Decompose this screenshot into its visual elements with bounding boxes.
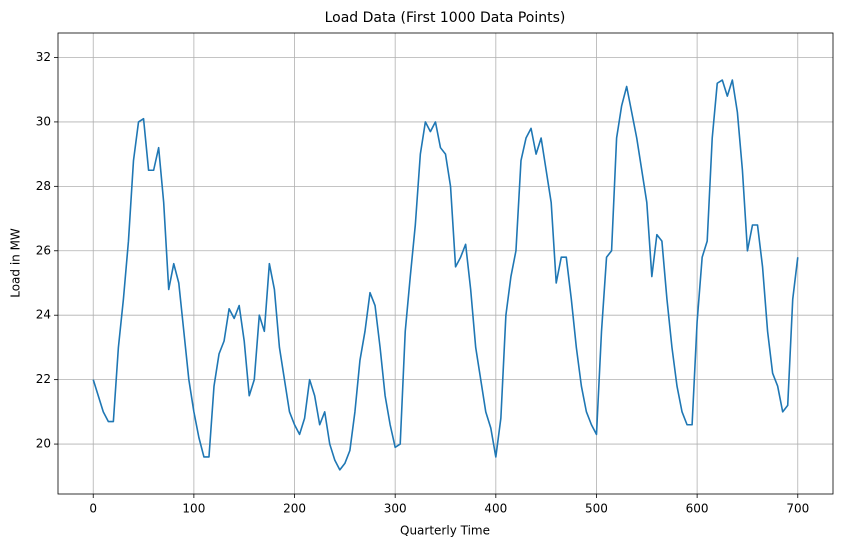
x-tick-label: 600 [686,502,709,516]
y-tick-label: 26 [36,243,51,257]
plot [92,79,799,471]
y-tick-label: 24 [36,308,51,322]
x-tick-label: 700 [786,502,809,516]
line-series [92,79,799,471]
x-tick-label: 300 [384,502,407,516]
x-tick-label: 400 [484,502,507,516]
y-tick-label: 28 [36,179,51,193]
x-tick-label: 200 [283,502,306,516]
chart-title: Load Data (First 1000 Data Points) [325,10,566,26]
x-tick-label: 500 [585,502,608,516]
y-axis-label: Load in MW [9,228,23,298]
axes-frame [57,32,834,495]
y-tick-label: 20 [36,437,51,451]
y-tick-label: 30 [36,114,51,128]
x-axis-label: Quarterly Time [400,524,490,538]
x-tick-label: 100 [182,502,205,516]
x-tick-label: 0 [89,502,97,516]
y-tick-label: 22 [36,372,51,386]
y-tick-label: 32 [36,50,51,64]
grid [58,33,833,494]
